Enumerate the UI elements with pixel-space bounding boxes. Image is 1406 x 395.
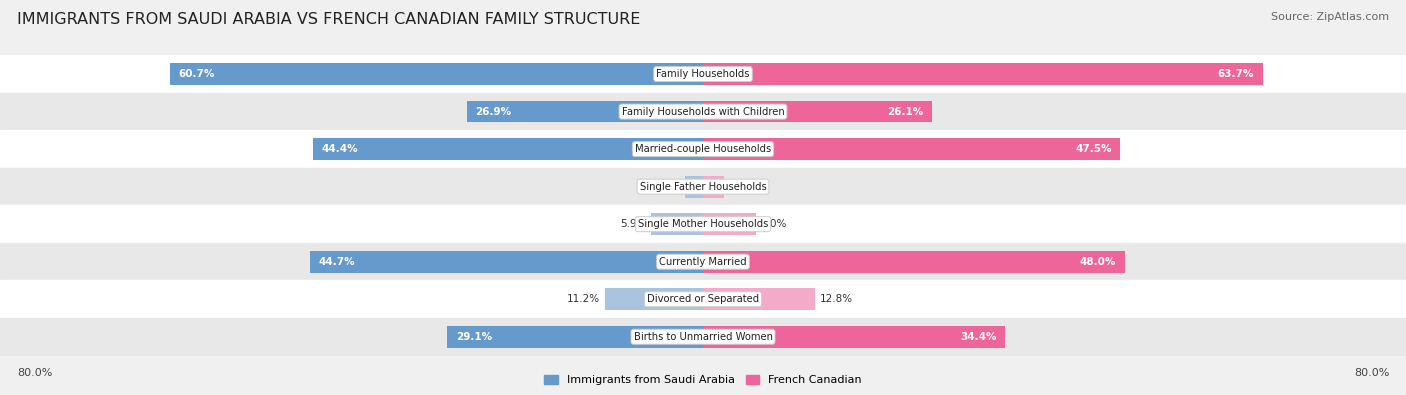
Text: 48.0%: 48.0% <box>1080 257 1116 267</box>
Bar <box>685 176 703 198</box>
Text: Married-couple Households: Married-couple Households <box>636 144 770 154</box>
Text: 5.9%: 5.9% <box>620 219 647 229</box>
Text: 6.0%: 6.0% <box>761 219 786 229</box>
Bar <box>605 288 703 310</box>
Bar <box>703 251 1125 273</box>
Bar <box>0 168 1406 205</box>
Text: Currently Married: Currently Married <box>659 257 747 267</box>
Text: 47.5%: 47.5% <box>1076 144 1112 154</box>
Text: Single Father Households: Single Father Households <box>640 182 766 192</box>
Text: Family Households with Children: Family Households with Children <box>621 107 785 117</box>
Text: 44.4%: 44.4% <box>322 144 359 154</box>
Text: 26.9%: 26.9% <box>475 107 512 117</box>
Bar <box>447 326 703 348</box>
Text: 2.1%: 2.1% <box>654 182 681 192</box>
Text: IMMIGRANTS FROM SAUDI ARABIA VS FRENCH CANADIAN FAMILY STRUCTURE: IMMIGRANTS FROM SAUDI ARABIA VS FRENCH C… <box>17 12 640 27</box>
Text: 29.1%: 29.1% <box>456 332 492 342</box>
Bar <box>170 63 703 85</box>
Text: 60.7%: 60.7% <box>179 69 215 79</box>
Bar <box>651 213 703 235</box>
Text: 26.1%: 26.1% <box>887 107 924 117</box>
Bar <box>703 138 1121 160</box>
Text: Births to Unmarried Women: Births to Unmarried Women <box>634 332 772 342</box>
Bar <box>0 318 1406 356</box>
Bar <box>0 93 1406 130</box>
Bar <box>311 251 703 273</box>
Bar <box>703 63 1263 85</box>
Text: 63.7%: 63.7% <box>1218 69 1254 79</box>
Legend: Immigrants from Saudi Arabia, French Canadian: Immigrants from Saudi Arabia, French Can… <box>544 375 862 386</box>
Text: Single Mother Households: Single Mother Households <box>638 219 768 229</box>
Bar <box>703 176 724 198</box>
Bar <box>703 213 756 235</box>
Text: 44.7%: 44.7% <box>319 257 356 267</box>
Text: 80.0%: 80.0% <box>1354 368 1389 378</box>
Text: 80.0%: 80.0% <box>17 368 52 378</box>
Bar <box>0 243 1406 280</box>
Bar <box>0 205 1406 243</box>
Bar <box>0 280 1406 318</box>
Bar <box>703 326 1005 348</box>
Bar <box>467 101 703 122</box>
Text: 11.2%: 11.2% <box>567 294 600 304</box>
Text: 12.8%: 12.8% <box>820 294 853 304</box>
Text: Family Households: Family Households <box>657 69 749 79</box>
Text: Source: ZipAtlas.com: Source: ZipAtlas.com <box>1271 12 1389 22</box>
Bar <box>0 130 1406 168</box>
Text: 34.4%: 34.4% <box>960 332 997 342</box>
Bar <box>703 288 815 310</box>
Text: 2.4%: 2.4% <box>728 182 755 192</box>
Bar <box>314 138 703 160</box>
Bar <box>703 101 932 122</box>
Text: Divorced or Separated: Divorced or Separated <box>647 294 759 304</box>
Bar <box>0 55 1406 93</box>
